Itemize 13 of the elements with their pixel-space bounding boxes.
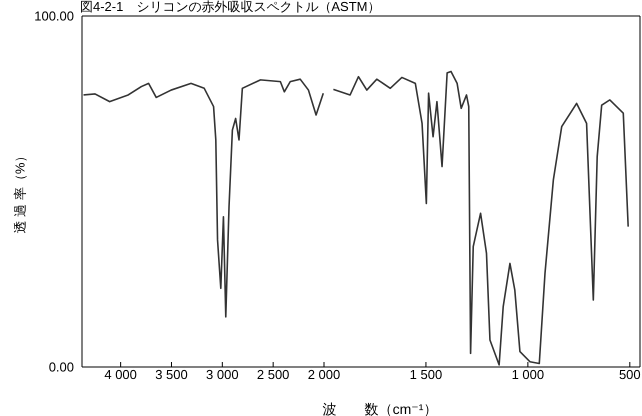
- x-tick-label: 4 000: [104, 367, 137, 382]
- x-tick-label: 1 500: [410, 367, 442, 382]
- x-tick-label: 3 000: [206, 367, 239, 382]
- line-series: [82, 78, 324, 318]
- y-tick-label: 0.00: [48, 360, 74, 375]
- x-tick-label: 2 000: [308, 367, 340, 382]
- y-axis-title: 透 過 率（%）: [12, 150, 28, 234]
- x-tick-label: 3 500: [155, 367, 188, 382]
- chart-title: 図4-2-1 シリコンの赤外吸収スペクトル（ASTM）: [80, 0, 382, 14]
- x-tick-label: 1 000: [512, 367, 544, 382]
- x-tick-label: 500: [618, 367, 641, 382]
- y-tick-label: 100.00: [34, 8, 74, 24]
- x-tick-label: 2 500: [256, 367, 290, 382]
